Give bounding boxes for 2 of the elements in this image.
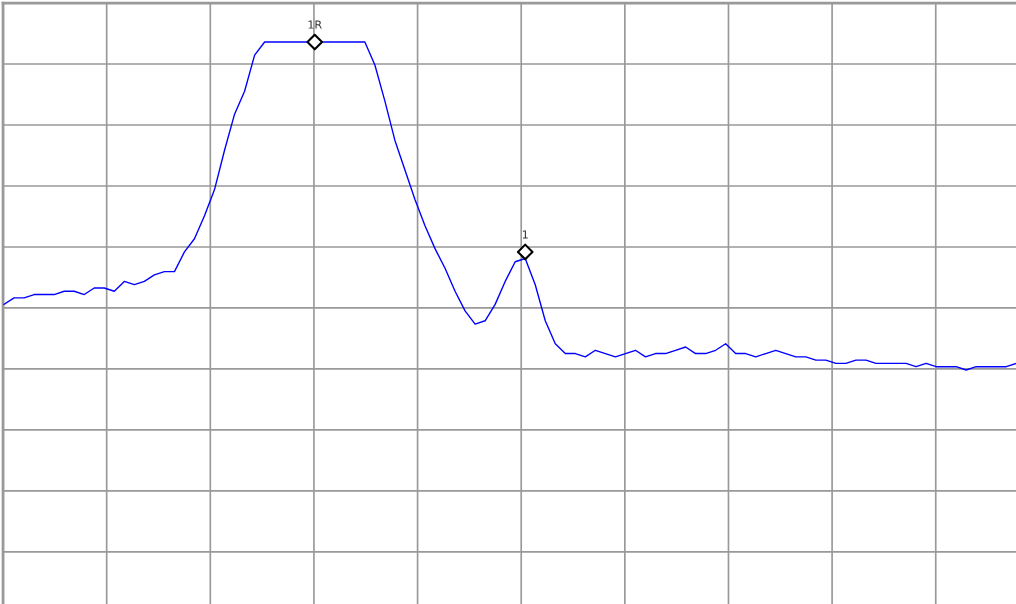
annotation: 1 [522,230,528,239]
annotation: 1R [308,20,322,29]
